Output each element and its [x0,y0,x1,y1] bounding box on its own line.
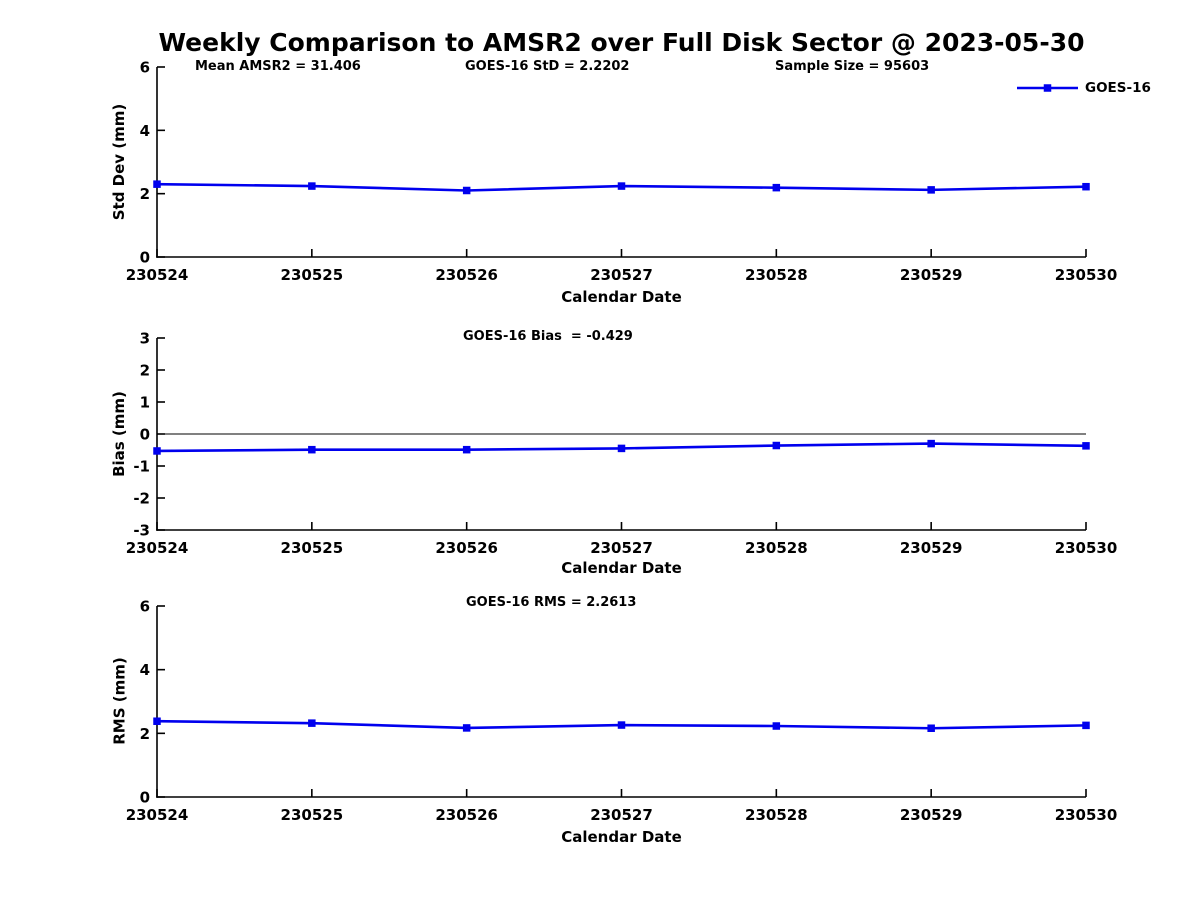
annotation-sample-size: Sample Size = 95603 [775,59,930,74]
data-marker [617,182,626,190]
data-marker [1082,442,1090,450]
y-tick-label: 0 [140,789,150,807]
annotation-goes16-bias: GOES-16 Bias = -0.429 [463,329,633,344]
x-tick-label: 230530 [1055,539,1118,557]
y-tick-label: -1 [133,458,150,476]
x-tick-label: 230528 [745,806,808,824]
y-tick-label: 1 [140,394,150,412]
y-tick-label: 4 [140,122,150,140]
data-marker [617,721,626,729]
annotation-goes16-std: GOES-16 StD = 2.2202 [465,59,630,74]
legend-label: GOES-16 [1085,80,1151,96]
y-axis-label-stddev: Std Dev (mm) [110,103,128,221]
subplot-3: 0 2 4 6 230524 230525 230526 230527 230528 230529… [126,598,1118,825]
data-marker [153,447,161,455]
y-tick-label: 4 [140,661,150,679]
x-axis-label-1: Calendar Date [561,288,682,306]
y-tick-label: 0 [140,249,150,267]
subplot-2: -3 -2 -1 0 1 2 3 230524 230525 230526 230527 230528… [126,330,1118,558]
legend-marker [1043,84,1052,92]
data-marker [308,719,316,727]
y-axis-label-rms: RMS (mm) [110,657,129,745]
legend [1017,84,1078,92]
data-marker [1082,182,1090,191]
x-tick-label: 230524 [126,266,189,284]
x-tick-label: 230530 [1055,806,1118,824]
data-marker [772,722,781,730]
data-marker [308,445,316,454]
x-tick-label: 230530 [1055,266,1118,284]
annotation-goes16-rms: GOES-16 RMS = 2.2613 [466,595,637,610]
y-tick-label: -3 [133,522,150,540]
x-tick-label: 230525 [281,266,344,284]
data-marker [462,445,471,454]
data-marker [462,186,471,195]
data-marker [772,441,781,450]
x-tick-label: 230526 [435,266,498,284]
data-marker [772,183,781,192]
figure-title: Weekly Comparison to AMSR2 over Full Dis… [158,28,1085,57]
x-tick-label: 230527 [590,539,653,557]
y-axis-label-bias: Bias (mm) [110,391,128,477]
y-tick-label: 0 [140,426,150,444]
x-tick-label: 230526 [435,539,498,557]
y-tick-label: 6 [140,598,150,616]
data-marker [927,186,935,194]
data-marker [927,439,935,448]
data-marker [462,724,471,732]
y-tick-label: -2 [133,490,150,508]
x-tick-label: 230526 [435,806,498,824]
x-tick-label: 230529 [900,539,963,557]
x-tick-label: 230529 [900,806,963,824]
data-marker [927,724,935,732]
x-axis-label-2: Calendar Date [561,559,682,577]
x-axis-label-3: Calendar Date [561,828,682,846]
y-tick-label: 6 [140,59,150,77]
data-marker [153,717,161,725]
subplot-1: 0 2 4 6 230524 230525 230526 230527 230528 230529… [126,59,1118,285]
data-marker [617,444,626,453]
data-marker [153,180,161,188]
x-tick-label: 230524 [126,806,189,824]
x-tick-label: 230527 [590,806,653,824]
annotation-mean-amsr2: Mean AMSR2 = 31.406 [195,59,361,74]
x-tick-label: 230528 [745,539,808,557]
x-tick-label: 230525 [281,539,344,557]
y-tick-label: 2 [140,185,150,203]
y-tick-label: 2 [140,362,150,380]
x-tick-label: 230525 [281,806,344,824]
x-tick-label: 230528 [745,266,808,284]
data-marker [308,182,316,190]
y-tick-label: 2 [140,725,150,743]
y-tick-label: 3 [140,330,150,348]
data-marker [1082,721,1090,730]
x-tick-label: 230529 [900,266,963,284]
x-tick-label: 230527 [590,266,653,284]
x-tick-label: 230524 [126,539,189,557]
